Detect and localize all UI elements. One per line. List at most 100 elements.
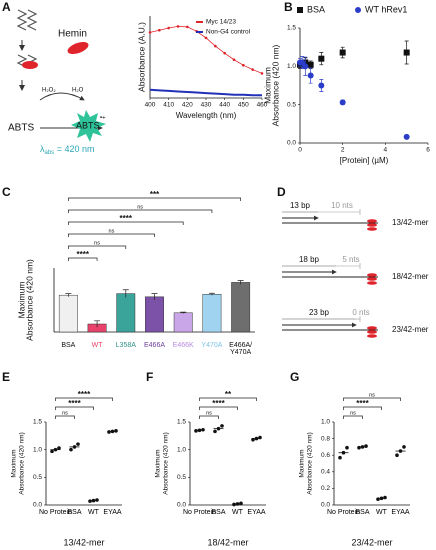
x-tick-label: No Protein [326,509,361,516]
x-axis-label: Wavelength (nm) [176,111,237,120]
oxidant-label: H₂O₂ [42,88,56,94]
legend-marker [355,7,361,13]
gap-label: 0 nts [352,308,369,317]
significance-bracket [68,245,127,249]
data-point [398,449,403,453]
data-point [204,36,208,40]
wavelength-part: = 420 nm [54,144,94,154]
data-point [260,72,264,75]
data-point [307,72,314,79]
data-point [201,427,205,432]
x-tick-label: WT [88,509,99,516]
significance-label: **** [68,399,81,408]
data-point [148,31,152,34]
x-tick-label: No Protein [38,509,73,516]
x-tick-label: BSA [211,509,226,516]
data-point [357,445,361,450]
data-point [223,51,226,55]
x-tick-label: EYAA [247,509,266,516]
duplex-label: 18 bp [299,255,320,264]
g4-block [367,277,377,281]
data-point [110,429,115,434]
significance-bracket [55,397,113,401]
gap-label: 5 nts [342,255,359,264]
y-tick-label: 0.0 [321,502,330,509]
bar [231,282,251,333]
panel-letter: A [2,0,11,14]
construct-label: 18/42-mer [392,272,429,281]
gap-label: 10 nts [331,201,353,210]
significance-bracket [199,415,219,419]
data-point [167,26,170,30]
data-point [341,450,346,455]
data-point [242,63,245,67]
error-bar [208,292,215,296]
data-point [72,445,77,449]
y-axis-label: Absorbance (420 nm) [24,259,34,341]
data-point [107,430,111,434]
data-point [395,453,399,458]
data-point [258,435,262,440]
significance-bracket [343,397,401,401]
significance-label: ns [137,204,143,210]
substrate-label: ABTS [8,123,34,134]
data-point [376,497,380,501]
y-tick-label: 0.5 [287,101,296,108]
data-point [114,429,118,433]
x-tick-label: 420 [182,102,193,109]
x-tick-label: 410 [163,102,174,109]
legend-label: Non-G4 control [206,29,251,36]
significance-label: ns [206,410,212,416]
significance-label: **** [78,390,91,399]
bar [116,293,136,333]
y-tick-label: 0.8 [321,435,330,442]
x-tick-label: 0 [298,147,302,154]
error-bar [94,320,101,328]
data-point [214,44,217,48]
significance-label: ns [62,410,68,416]
panel-letter: D [277,185,286,199]
data-point [232,502,236,507]
significance-label: **** [356,399,369,408]
y-tick-label: 1.5 [287,25,296,32]
x-tick-label: 460 [257,102,268,109]
significance-bracket [343,415,363,419]
data-point [402,445,406,449]
panel-letter: E [2,370,10,384]
data-point [91,498,96,503]
data-point [186,25,189,29]
data-point [251,437,255,442]
legend-label: Myc 14/23 [206,19,236,26]
g4-block [367,330,377,334]
y-tick-label: 1.5 [33,419,42,426]
wavelength-label: λabs = 420 nm [40,144,94,155]
x-axis-label: 13/42-mer [63,537,104,547]
data-point [239,501,243,506]
data-point [158,28,161,32]
y-tick-label: 0.0 [287,140,296,147]
x-axis-label: [Protein] (µM) [340,156,389,165]
y-axis-label: Absorbance (420 nm) [307,432,314,495]
y-axis-label: Absorbance (420 nm) [19,432,26,495]
panel-letter: C [2,185,11,199]
data-point [69,447,73,452]
product-label: ABTS [76,120,100,130]
significance-bracket [55,415,75,419]
y-tick-label: 0.4 [321,469,330,476]
x-tick-label: E466K [172,342,194,349]
y-tick-label: 1.0 [177,446,186,453]
bound-hemin [22,61,38,69]
data-point [251,68,254,71]
y-tick-label: 1.0 [33,446,42,453]
y-tick-label: 0.2 [321,485,330,492]
significance-bracket [68,221,184,225]
data-point [307,61,314,68]
g4-block [367,281,377,285]
significance-bracket [199,406,238,410]
duplex-label: 13 bp [290,201,311,210]
data-point [403,133,410,140]
y-tick-label: 0.0 [177,502,186,509]
x-tick-label: E466A [143,342,166,349]
data-point [383,495,387,500]
